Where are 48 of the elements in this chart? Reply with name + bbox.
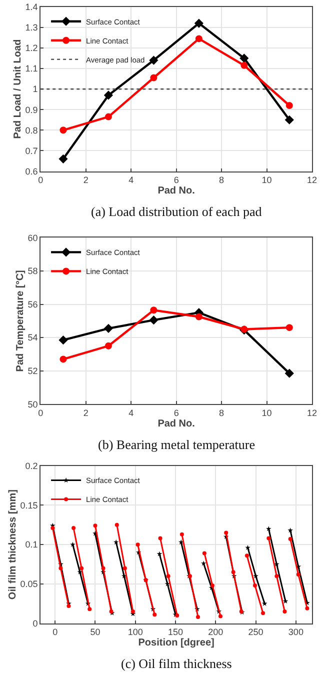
y-axis-title: Oil film thickness [mm] [7, 490, 18, 600]
y-tick-label: 50 [28, 399, 38, 410]
x-tick-label: 4 [128, 408, 134, 418]
y-axis-title: Pad Load / Unit Load [12, 39, 24, 139]
x-tick-label: 50 [90, 627, 100, 638]
x-tick-label: 10 [262, 175, 272, 186]
y-tick-label: 58 [28, 266, 38, 276]
y-tick-label: 52 [28, 366, 38, 376]
y-tick-label: 1.2 [25, 43, 38, 54]
y-tick-label: 0.05 [20, 579, 38, 590]
text: (a) Load distribution of each pad [91, 204, 262, 219]
y-axis-title: Pad Temperature [°C] [14, 270, 26, 372]
x-tick-label: 300 [288, 627, 304, 638]
x-tick-label: 6 [174, 175, 179, 186]
x-tick-label: 200 [208, 627, 224, 638]
y-tick-label: 0.7 [25, 146, 38, 156]
text: (b) Bearing metal temperature [98, 437, 256, 452]
x-tick-label: 2 [83, 408, 88, 418]
x-tick-label: 100 [128, 627, 143, 638]
x-tick-label: 250 [248, 627, 264, 638]
x-tick-label: 12 [306, 408, 318, 418]
x-tick-label: 2 [83, 175, 88, 186]
x-tick-label: 12 [306, 175, 318, 186]
x-tick-label: 0 [52, 627, 58, 638]
y-tick-label: 60 [28, 232, 38, 243]
y-tick-label: 0.1 [25, 540, 38, 550]
x-axis-title: Pad No. [158, 418, 196, 430]
y-tick-label: 0.9 [25, 104, 38, 115]
x-tick-label: 4 [128, 175, 134, 186]
y-tick-label: 0.8 [25, 125, 38, 136]
y-tick-label: 1.3 [25, 22, 38, 33]
y-tick-label: 1.1 [25, 64, 38, 74]
x-tick-label: 8 [219, 408, 224, 418]
text: (c) Oil film thickness [121, 656, 232, 671]
y-tick-label: 0.2 [25, 460, 38, 471]
y-tick-label: 54 [28, 332, 38, 343]
x-axis-title: Pad No. [158, 186, 196, 197]
y-tick-label: 0 [32, 618, 38, 628]
x-tick-label: 10 [262, 408, 272, 418]
x-tick-label: 150 [168, 627, 184, 638]
y-tick-label: 56 [28, 299, 38, 310]
y-tick-label: 1 [32, 84, 38, 94]
x-tick-label: 6 [174, 408, 179, 418]
y-tick-label: 0.6 [25, 166, 38, 176]
x-tick-label: 8 [219, 175, 224, 186]
y-tick-label: 0.15 [20, 500, 38, 510]
y-tick-label: 1.4 [25, 2, 38, 12]
x-axis-title: Position [dgree] [138, 638, 214, 649]
